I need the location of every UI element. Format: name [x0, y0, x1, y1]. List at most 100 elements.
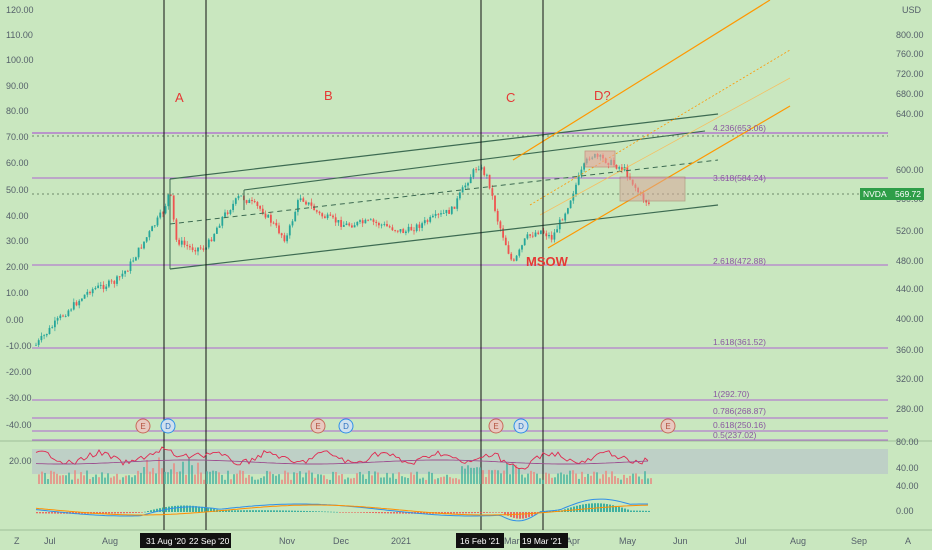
- rsi-ma-line: [35, 459, 649, 465]
- candle-body: [445, 209, 448, 214]
- right-tick: 760.00: [896, 49, 924, 59]
- volume-bar: [200, 472, 202, 484]
- candle-body: [351, 225, 353, 228]
- volume-bars: [38, 457, 652, 484]
- histogram-bar: [549, 510, 551, 512]
- left-tick: 30.00: [6, 236, 29, 246]
- date-tag: 31 Aug '20: [146, 536, 186, 546]
- volume-bar: [236, 473, 238, 484]
- right-tick: 640.00: [896, 109, 924, 119]
- event-markers[interactable]: E D E D E D E: [135, 418, 676, 434]
- histogram-bar: [207, 507, 209, 512]
- candle-body: [54, 320, 56, 328]
- histogram-bar: [267, 510, 269, 512]
- wave-label-b: B: [324, 88, 333, 103]
- candle-body: [170, 194, 172, 196]
- histogram-bar: [123, 512, 125, 514]
- candle-body: [210, 239, 213, 242]
- histogram-bar: [204, 507, 206, 512]
- candle-body: [423, 220, 426, 224]
- histogram-bar: [306, 510, 308, 512]
- candle-body: [469, 177, 472, 184]
- candle-body: [515, 255, 518, 261]
- volume-bar: [548, 473, 550, 484]
- histogram-bar: [291, 510, 293, 512]
- histogram-bar: [444, 512, 446, 514]
- volume-bar: [623, 474, 625, 484]
- volume-bar: [383, 477, 385, 484]
- volume-bar: [578, 478, 580, 484]
- volume-bar: [317, 474, 319, 484]
- volume-bar: [161, 468, 163, 484]
- right-tick: 800.00: [896, 30, 924, 40]
- candle-body: [110, 280, 113, 282]
- histogram-bar: [186, 505, 188, 512]
- volume-bar: [386, 472, 388, 484]
- histogram-bar: [573, 506, 575, 512]
- histogram-bar: [321, 511, 323, 513]
- histogram-bar: [81, 512, 83, 514]
- candle-body: [388, 226, 391, 228]
- dividend-marker: D: [518, 422, 524, 431]
- volume-bar: [131, 477, 133, 484]
- histogram-bar: [297, 510, 299, 512]
- candle-body: [499, 221, 502, 229]
- volume-bar: [485, 477, 487, 484]
- volume-bar: [476, 467, 478, 484]
- histogram-bar: [228, 510, 230, 512]
- volume-bar: [506, 463, 508, 484]
- candle-body: [364, 219, 367, 224]
- volume-bar: [47, 479, 49, 484]
- candle-body: [159, 212, 162, 218]
- volume-bar: [320, 474, 322, 484]
- histogram-bar: [501, 512, 503, 513]
- left-tick: 80.00: [6, 106, 29, 116]
- histogram-bar: [339, 512, 341, 513]
- right-tick: 400.00: [896, 314, 924, 324]
- candle-body: [575, 184, 577, 195]
- volume-bar: [404, 477, 406, 484]
- histogram-bar: [150, 510, 152, 512]
- candle-body: [186, 244, 189, 247]
- left-tick: 20.00: [6, 262, 29, 272]
- candle-body: [121, 273, 124, 277]
- candle-body: [315, 210, 318, 212]
- earnings-marker: E: [315, 422, 320, 431]
- volume-bar: [95, 474, 97, 484]
- histogram-bar: [108, 512, 110, 514]
- histogram-bar: [96, 512, 98, 514]
- histogram-bar: [531, 512, 533, 516]
- candle-body: [545, 233, 548, 237]
- volume-bar: [650, 478, 652, 484]
- volume-bar: [368, 471, 370, 484]
- candle-body: [318, 211, 321, 214]
- volume-bar: [74, 470, 76, 484]
- histogram-bar: [495, 512, 497, 513]
- histogram-bar: [642, 510, 644, 512]
- volume-bar: [305, 472, 307, 484]
- date-tag: 19 Mar '21: [522, 536, 562, 546]
- histogram-bar: [51, 512, 53, 514]
- volume-bar: [125, 475, 127, 484]
- volume-bar: [188, 458, 190, 484]
- volume-bar: [281, 479, 283, 484]
- volume-bar: [230, 479, 232, 484]
- volume-bar: [143, 467, 145, 484]
- volume-bar: [296, 473, 298, 484]
- volume-bar: [92, 477, 94, 484]
- wave-label-d: D?: [594, 88, 611, 103]
- candle-body: [564, 213, 567, 221]
- candle-body: [321, 213, 324, 217]
- volume-bar: [284, 470, 286, 484]
- candle-body: [43, 335, 45, 337]
- candle-body: [207, 239, 210, 248]
- time-tick: Apr: [566, 536, 580, 546]
- candle-body: [407, 226, 410, 232]
- candle-body: [294, 211, 297, 222]
- histogram-bar: [126, 512, 128, 514]
- histogram-bar: [303, 510, 305, 512]
- candle-body: [307, 202, 310, 205]
- volume-bar: [98, 477, 100, 484]
- demand-zone-box: [619, 176, 686, 202]
